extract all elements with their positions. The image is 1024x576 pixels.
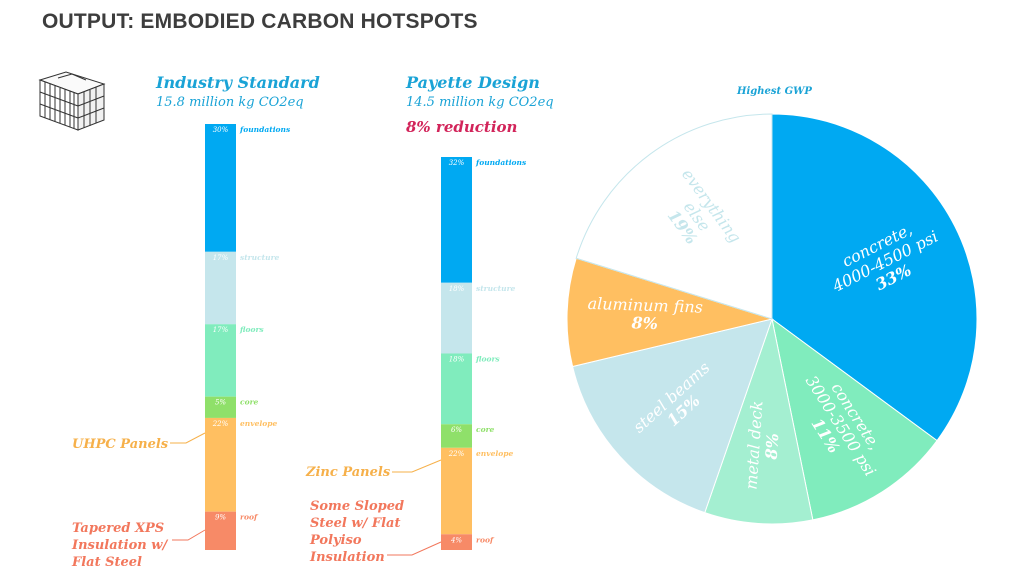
pie-slice xyxy=(704,317,814,525)
bar-value-label: 30% xyxy=(213,126,229,134)
zinc-panels-label: Zinc Panels xyxy=(305,465,391,480)
bar-category-label: envelope xyxy=(476,449,513,458)
payette-design-stack: 32% foundations 18% structure 18% floors 6% cor… xyxy=(441,157,527,550)
bar-value-label: 18% xyxy=(449,356,465,364)
industry-standard-total: 15.8 million kg CO2eq xyxy=(156,95,304,110)
highest-gwp-pie: concrete,4000-4500 psi33%concrete,3000-3… xyxy=(566,113,978,525)
pie-title: Highest GWP xyxy=(737,86,812,97)
bar-value-label: 6% xyxy=(451,426,462,434)
bar-category-label: floors xyxy=(475,355,500,364)
bar-category-label: roof xyxy=(476,535,495,544)
bar-value-label: 32% xyxy=(449,159,465,167)
bar-category-label: roof xyxy=(240,513,259,522)
zinc-leader-line xyxy=(392,459,442,473)
bar-category-label: floors xyxy=(239,325,264,334)
pie-slice xyxy=(566,257,774,368)
pie-slice xyxy=(575,113,773,320)
tapered-xps-label: Tapered XPS Insulation w/ Flat Steel xyxy=(71,521,172,570)
industry-standard-title: Industry Standard xyxy=(156,73,320,92)
reduction-note: 8% reduction xyxy=(406,118,518,136)
bar-segment-envelope xyxy=(205,417,236,512)
bar-segment-roof xyxy=(441,534,472,550)
sloped-steel-label: Some Sloped Steel w/ Flat Polyiso Insula… xyxy=(309,499,409,565)
bar-segment-structure xyxy=(205,251,236,325)
bar-value-label: 18% xyxy=(449,285,465,293)
bar-segment-foundations xyxy=(205,124,236,252)
bar-category-label: foundations xyxy=(475,158,527,167)
bar-category-label: structure xyxy=(240,253,280,262)
bar-segment-foundations xyxy=(441,157,472,283)
bar-value-label: 4% xyxy=(450,536,462,544)
pie-slice xyxy=(571,318,773,514)
bar-segment-core xyxy=(441,424,472,448)
bar-value-label: 22% xyxy=(212,420,229,428)
bar-category-label: foundations xyxy=(239,125,291,134)
bar-category-label: core xyxy=(240,398,259,407)
bar-category-label: core xyxy=(476,425,495,434)
payette-design-title: Payette Design xyxy=(406,73,540,92)
bar-segment-structure xyxy=(441,282,472,354)
pie-slice xyxy=(771,317,938,521)
bar-segment-roof xyxy=(205,511,236,550)
bar-segment-floors xyxy=(205,324,236,397)
uhpc-leader-line xyxy=(170,432,206,444)
bar-value-label: 22% xyxy=(448,450,465,458)
polyiso-leader-line xyxy=(387,541,442,556)
bar-value-label: 17% xyxy=(213,254,229,262)
bar-category-label: structure xyxy=(476,284,516,293)
xps-leader-line xyxy=(172,529,206,541)
pie-slice-label: concrete,4000-4500 psi33% xyxy=(820,211,949,313)
payette-design-total: 14.5 million kg CO2eq xyxy=(406,95,554,110)
pie-slice-label: aluminum fins8% xyxy=(587,294,703,335)
uhpc-panels-label: UHPC Panels xyxy=(72,437,169,452)
bar-value-label: 9% xyxy=(215,514,226,522)
bar-segment-envelope xyxy=(441,447,472,535)
pie-slice xyxy=(771,113,978,442)
industry-standard-stack: 30% foundations 17% structure 17% floors 5% cor… xyxy=(205,124,291,550)
bar-category-label: envelope xyxy=(240,419,277,428)
bar-segment-floors xyxy=(441,353,472,425)
bar-value-label: 17% xyxy=(213,326,229,334)
building-isometric-icon xyxy=(38,71,106,131)
bar-value-label: 5% xyxy=(215,399,226,407)
bar-segment-core xyxy=(205,396,236,418)
page-title: OUTPUT: EMBODIED CARBON HOTSPOTS xyxy=(42,10,478,33)
